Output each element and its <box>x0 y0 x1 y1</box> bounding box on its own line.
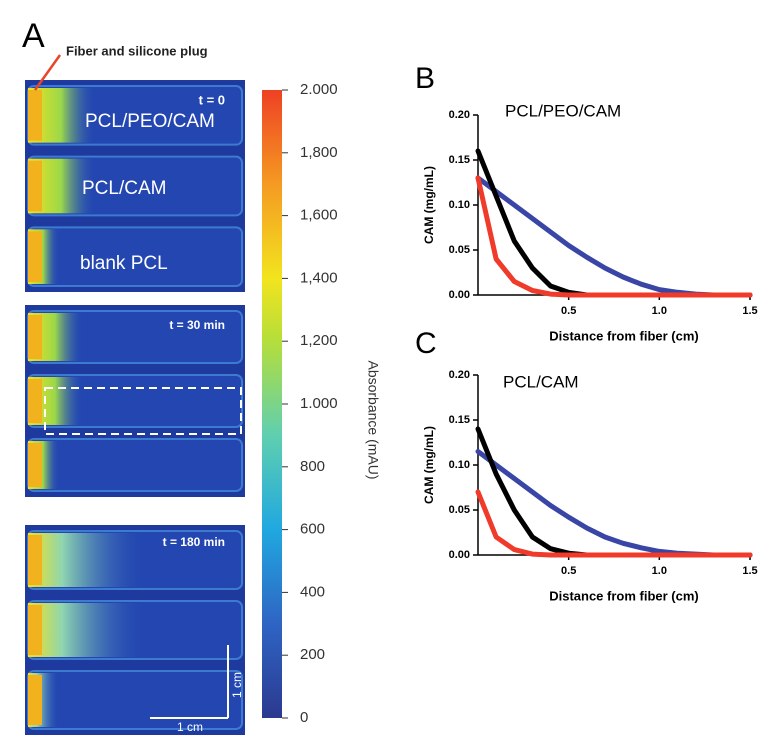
x-axis-label: Distance from fiber (cm) <box>549 588 699 603</box>
colorbar-tick-label: 600 <box>300 521 325 538</box>
y-tick-label: 0.05 <box>449 504 470 516</box>
y-axis-label: CAM (mg/mL) <box>422 426 436 504</box>
panel-label: A <box>22 17 45 55</box>
roi-box <box>44 387 242 435</box>
data-line <box>475 449 753 558</box>
channel <box>27 670 243 730</box>
data-line <box>475 175 753 298</box>
scale-label: 1 cm <box>177 720 203 734</box>
fiber <box>28 379 42 423</box>
image-panel <box>25 80 245 735</box>
colorbar-tick-label: 0 <box>300 709 308 726</box>
x-tick-label: 1.5 <box>742 565 757 577</box>
dye-glow <box>28 603 142 657</box>
fiber <box>28 231 42 282</box>
y-tick-label: 0.20 <box>449 369 470 381</box>
fiber <box>28 160 42 212</box>
x-tick-label: 1.0 <box>652 565 667 577</box>
data-line <box>475 426 753 558</box>
colorbar-tick-label: 1,800 <box>300 144 338 161</box>
time-label: t = 30 min <box>169 318 225 332</box>
x-axis-label: Distance from fiber (cm) <box>549 328 699 343</box>
fiber <box>28 535 42 585</box>
data-line <box>475 175 753 298</box>
fiber <box>28 605 42 655</box>
sample-label: PCL/CAM <box>82 178 166 199</box>
colorbar-tick-label: 200 <box>300 646 325 663</box>
y-tick-label: 0.10 <box>449 459 470 471</box>
y-tick-label: 0.10 <box>449 199 470 211</box>
sample-label: blank PCL <box>80 253 168 274</box>
dye-glow <box>28 533 142 587</box>
colorbar-tick-label: 2.000 <box>300 81 338 98</box>
x-tick-label: 0.5 <box>561 565 576 577</box>
chart-title: PCL/PEO/CAM <box>505 101 621 120</box>
x-tick-label: 1.0 <box>652 305 667 317</box>
panel-label: C <box>415 327 437 360</box>
colorbar-title: Absorbance (mAU) <box>365 360 381 479</box>
colorbar-tick-label: 1,400 <box>300 269 338 286</box>
time-label: t = 0 <box>199 92 225 107</box>
annotation: Fiber and silicone plug <box>66 43 208 58</box>
y-tick-label: 0.20 <box>449 109 470 121</box>
data-line <box>475 489 753 558</box>
colorbar-tick-label: 1.000 <box>300 395 338 412</box>
colorbar-tick-label: 1,200 <box>300 332 338 349</box>
y-tick-label: 0.00 <box>449 289 470 301</box>
colorbar-tick-label: 400 <box>300 583 325 600</box>
colorbar <box>262 90 282 718</box>
y-tick-label: 0.05 <box>449 244 470 256</box>
x-tick-label: 1.5 <box>742 305 757 317</box>
time-label: t = 180 min <box>163 535 225 549</box>
chart-title: PCL/CAM <box>503 372 579 391</box>
scale-label: 1 cm <box>230 672 244 698</box>
x-tick-label: 0.5 <box>561 305 576 317</box>
annotation-arrow <box>33 54 62 91</box>
colorbar-tick-label: 800 <box>300 458 325 475</box>
fiber <box>28 443 42 487</box>
sample-label: PCL/PEO/CAM <box>85 111 215 132</box>
channel <box>27 438 243 492</box>
fiber <box>28 315 42 359</box>
y-tick-label: 0.00 <box>449 549 470 561</box>
y-tick-label: 0.15 <box>449 154 470 166</box>
panel-label: B <box>415 62 435 95</box>
y-axis-label: CAM (mg/mL) <box>422 166 436 244</box>
fiber <box>28 675 42 725</box>
fiber <box>28 90 42 141</box>
colorbar-tick-label: 1,600 <box>300 207 338 224</box>
y-tick-label: 0.15 <box>449 414 470 426</box>
